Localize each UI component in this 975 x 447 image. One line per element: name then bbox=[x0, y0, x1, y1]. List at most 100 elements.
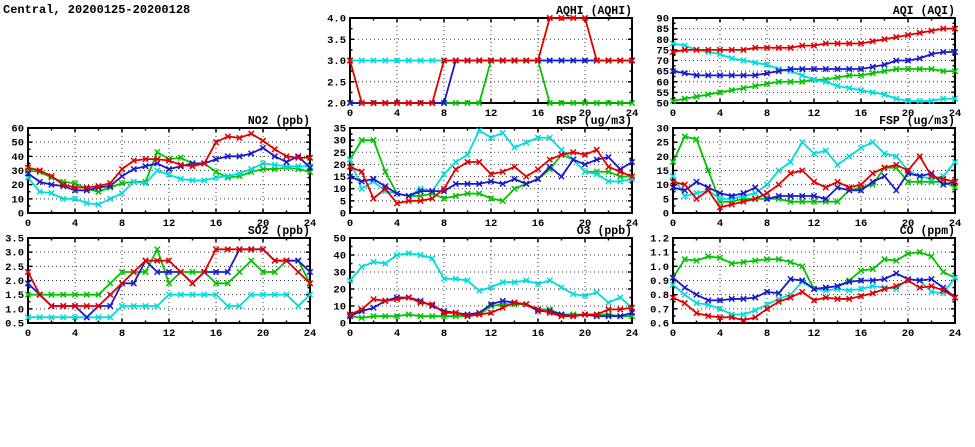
svg-text:2.0: 2.0 bbox=[327, 99, 346, 111]
svg-text:50: 50 bbox=[11, 138, 24, 150]
svg-text:20: 20 bbox=[257, 328, 270, 340]
svg-text:20: 20 bbox=[902, 108, 915, 120]
svg-text:55: 55 bbox=[656, 88, 669, 100]
svg-text:AQI (AQI): AQI (AQI) bbox=[893, 5, 955, 18]
svg-text:8: 8 bbox=[119, 328, 125, 340]
svg-text:15: 15 bbox=[333, 172, 346, 184]
svg-text:8: 8 bbox=[441, 328, 447, 340]
svg-text:1.0: 1.0 bbox=[650, 262, 669, 274]
svg-text:4: 4 bbox=[394, 218, 400, 230]
svg-text:1.2: 1.2 bbox=[650, 234, 669, 246]
svg-text:3.5: 3.5 bbox=[5, 234, 24, 246]
chart-so2: 0 4 8 12 16 20 24 0.5 1.0 1.5 2.0 2.5 3.0 3.5 SO2 (ppb… bbox=[0, 222, 328, 342]
svg-text:O3 (ppb): O3 (ppb) bbox=[577, 225, 632, 238]
svg-text:10: 10 bbox=[333, 302, 346, 314]
svg-text:RSP (ug/m3): RSP (ug/m3) bbox=[556, 115, 632, 128]
svg-text:8: 8 bbox=[441, 108, 447, 120]
svg-text:12: 12 bbox=[808, 218, 821, 230]
svg-text:40: 40 bbox=[333, 251, 346, 263]
page-title: Central, 20200125-20200128 bbox=[3, 3, 191, 17]
svg-text:4: 4 bbox=[72, 328, 78, 340]
svg-text:0: 0 bbox=[25, 218, 31, 230]
svg-text:20: 20 bbox=[579, 218, 592, 230]
aqhi-plot: 0 4 8 12 16 20 24 2.0 2.5 3.0 3.5 4.0 AQHI (AQHI) bbox=[327, 5, 639, 120]
svg-text:24: 24 bbox=[949, 108, 962, 120]
svg-text:0: 0 bbox=[18, 209, 24, 221]
svg-text:30: 30 bbox=[333, 136, 346, 148]
svg-text:8: 8 bbox=[764, 328, 770, 340]
svg-text:2.5: 2.5 bbox=[5, 262, 24, 274]
svg-text:0: 0 bbox=[670, 218, 676, 230]
svg-text:80: 80 bbox=[656, 35, 669, 47]
svg-text:30: 30 bbox=[656, 124, 669, 136]
svg-text:2.5: 2.5 bbox=[327, 77, 346, 89]
svg-text:NO2 (ppb): NO2 (ppb) bbox=[248, 115, 310, 128]
svg-text:70: 70 bbox=[656, 56, 669, 68]
svg-text:24: 24 bbox=[949, 328, 962, 340]
svg-text:24: 24 bbox=[626, 108, 639, 120]
svg-text:1.0: 1.0 bbox=[5, 304, 24, 316]
svg-text:0.8: 0.8 bbox=[650, 290, 669, 302]
svg-text:20: 20 bbox=[333, 285, 346, 297]
svg-text:5: 5 bbox=[340, 196, 346, 208]
svg-text:5: 5 bbox=[663, 194, 669, 206]
svg-text:10: 10 bbox=[656, 180, 669, 192]
svg-text:8: 8 bbox=[119, 218, 125, 230]
svg-text:24: 24 bbox=[626, 328, 639, 340]
svg-text:16: 16 bbox=[855, 108, 868, 120]
svg-text:0: 0 bbox=[340, 209, 346, 221]
chart-o3: 0 4 8 12 16 20 24 0 10 20 30 40 50 O3 (ppb) bbox=[320, 222, 650, 342]
svg-text:24: 24 bbox=[304, 218, 317, 230]
svg-text:40: 40 bbox=[11, 152, 24, 164]
svg-text:8: 8 bbox=[764, 218, 770, 230]
svg-text:16: 16 bbox=[855, 328, 868, 340]
svg-text:FSP (ug/m3): FSP (ug/m3) bbox=[879, 115, 955, 128]
svg-text:35: 35 bbox=[333, 124, 346, 136]
svg-text:20: 20 bbox=[11, 180, 24, 192]
svg-text:4: 4 bbox=[394, 108, 400, 120]
svg-text:60: 60 bbox=[11, 124, 24, 136]
svg-text:0.6: 0.6 bbox=[650, 319, 669, 331]
svg-text:0: 0 bbox=[340, 319, 346, 331]
svg-text:50: 50 bbox=[656, 99, 669, 111]
svg-text:12: 12 bbox=[485, 108, 498, 120]
chart-aqhi: 0 4 8 12 16 20 24 2.0 2.5 3.0 3.5 4.0 AQHI (AQHI) bbox=[320, 2, 650, 122]
svg-text:24: 24 bbox=[626, 218, 639, 230]
svg-text:50: 50 bbox=[333, 234, 346, 246]
svg-text:16: 16 bbox=[855, 218, 868, 230]
svg-text:16: 16 bbox=[532, 108, 545, 120]
chart-fsp: 0 4 8 12 16 20 24 0 5 10 15 20 25 30 FSP (ug/m3) bbox=[643, 112, 973, 232]
chart-co: 0 4 8 12 16 20 24 0.6 0.7 0.8 0.9 1.0 1.1 1.2 CO (ppm) bbox=[643, 222, 973, 342]
svg-text:20: 20 bbox=[579, 328, 592, 340]
svg-text:SO2 (ppb): SO2 (ppb) bbox=[248, 225, 310, 238]
svg-text:90: 90 bbox=[656, 14, 669, 26]
svg-text:1.1: 1.1 bbox=[650, 248, 669, 260]
svg-text:25: 25 bbox=[333, 148, 346, 160]
svg-text:2.0: 2.0 bbox=[5, 276, 24, 288]
svg-text:25: 25 bbox=[656, 138, 669, 150]
svg-text:0: 0 bbox=[347, 328, 353, 340]
svg-text:CO (ppm): CO (ppm) bbox=[900, 225, 955, 238]
co-plot: 0 4 8 12 16 20 24 0.6 0.7 0.8 0.9 1.0 1.1 1.2 CO (ppm) bbox=[650, 225, 962, 340]
svg-text:0: 0 bbox=[25, 328, 31, 340]
svg-text:0: 0 bbox=[670, 108, 676, 120]
svg-text:15: 15 bbox=[656, 166, 669, 178]
svg-text:1.5: 1.5 bbox=[5, 290, 24, 302]
svg-text:20: 20 bbox=[333, 160, 346, 172]
svg-text:8: 8 bbox=[764, 108, 770, 120]
svg-text:4: 4 bbox=[717, 218, 723, 230]
svg-text:0: 0 bbox=[670, 328, 676, 340]
svg-text:30: 30 bbox=[11, 166, 24, 178]
chart-no2: 0 4 8 12 16 20 24 0 10 20 30 40 50 60 NO2 (ppb) bbox=[0, 112, 328, 232]
svg-text:12: 12 bbox=[808, 108, 821, 120]
svg-text:3.0: 3.0 bbox=[327, 56, 346, 68]
svg-text:0: 0 bbox=[347, 108, 353, 120]
svg-text:20: 20 bbox=[579, 108, 592, 120]
svg-text:4.0: 4.0 bbox=[327, 14, 346, 26]
svg-text:85: 85 bbox=[656, 24, 669, 36]
so2-plot: 0 4 8 12 16 20 24 0.5 1.0 1.5 2.0 2.5 3.0 3.5 SO2 (ppb… bbox=[5, 225, 316, 340]
